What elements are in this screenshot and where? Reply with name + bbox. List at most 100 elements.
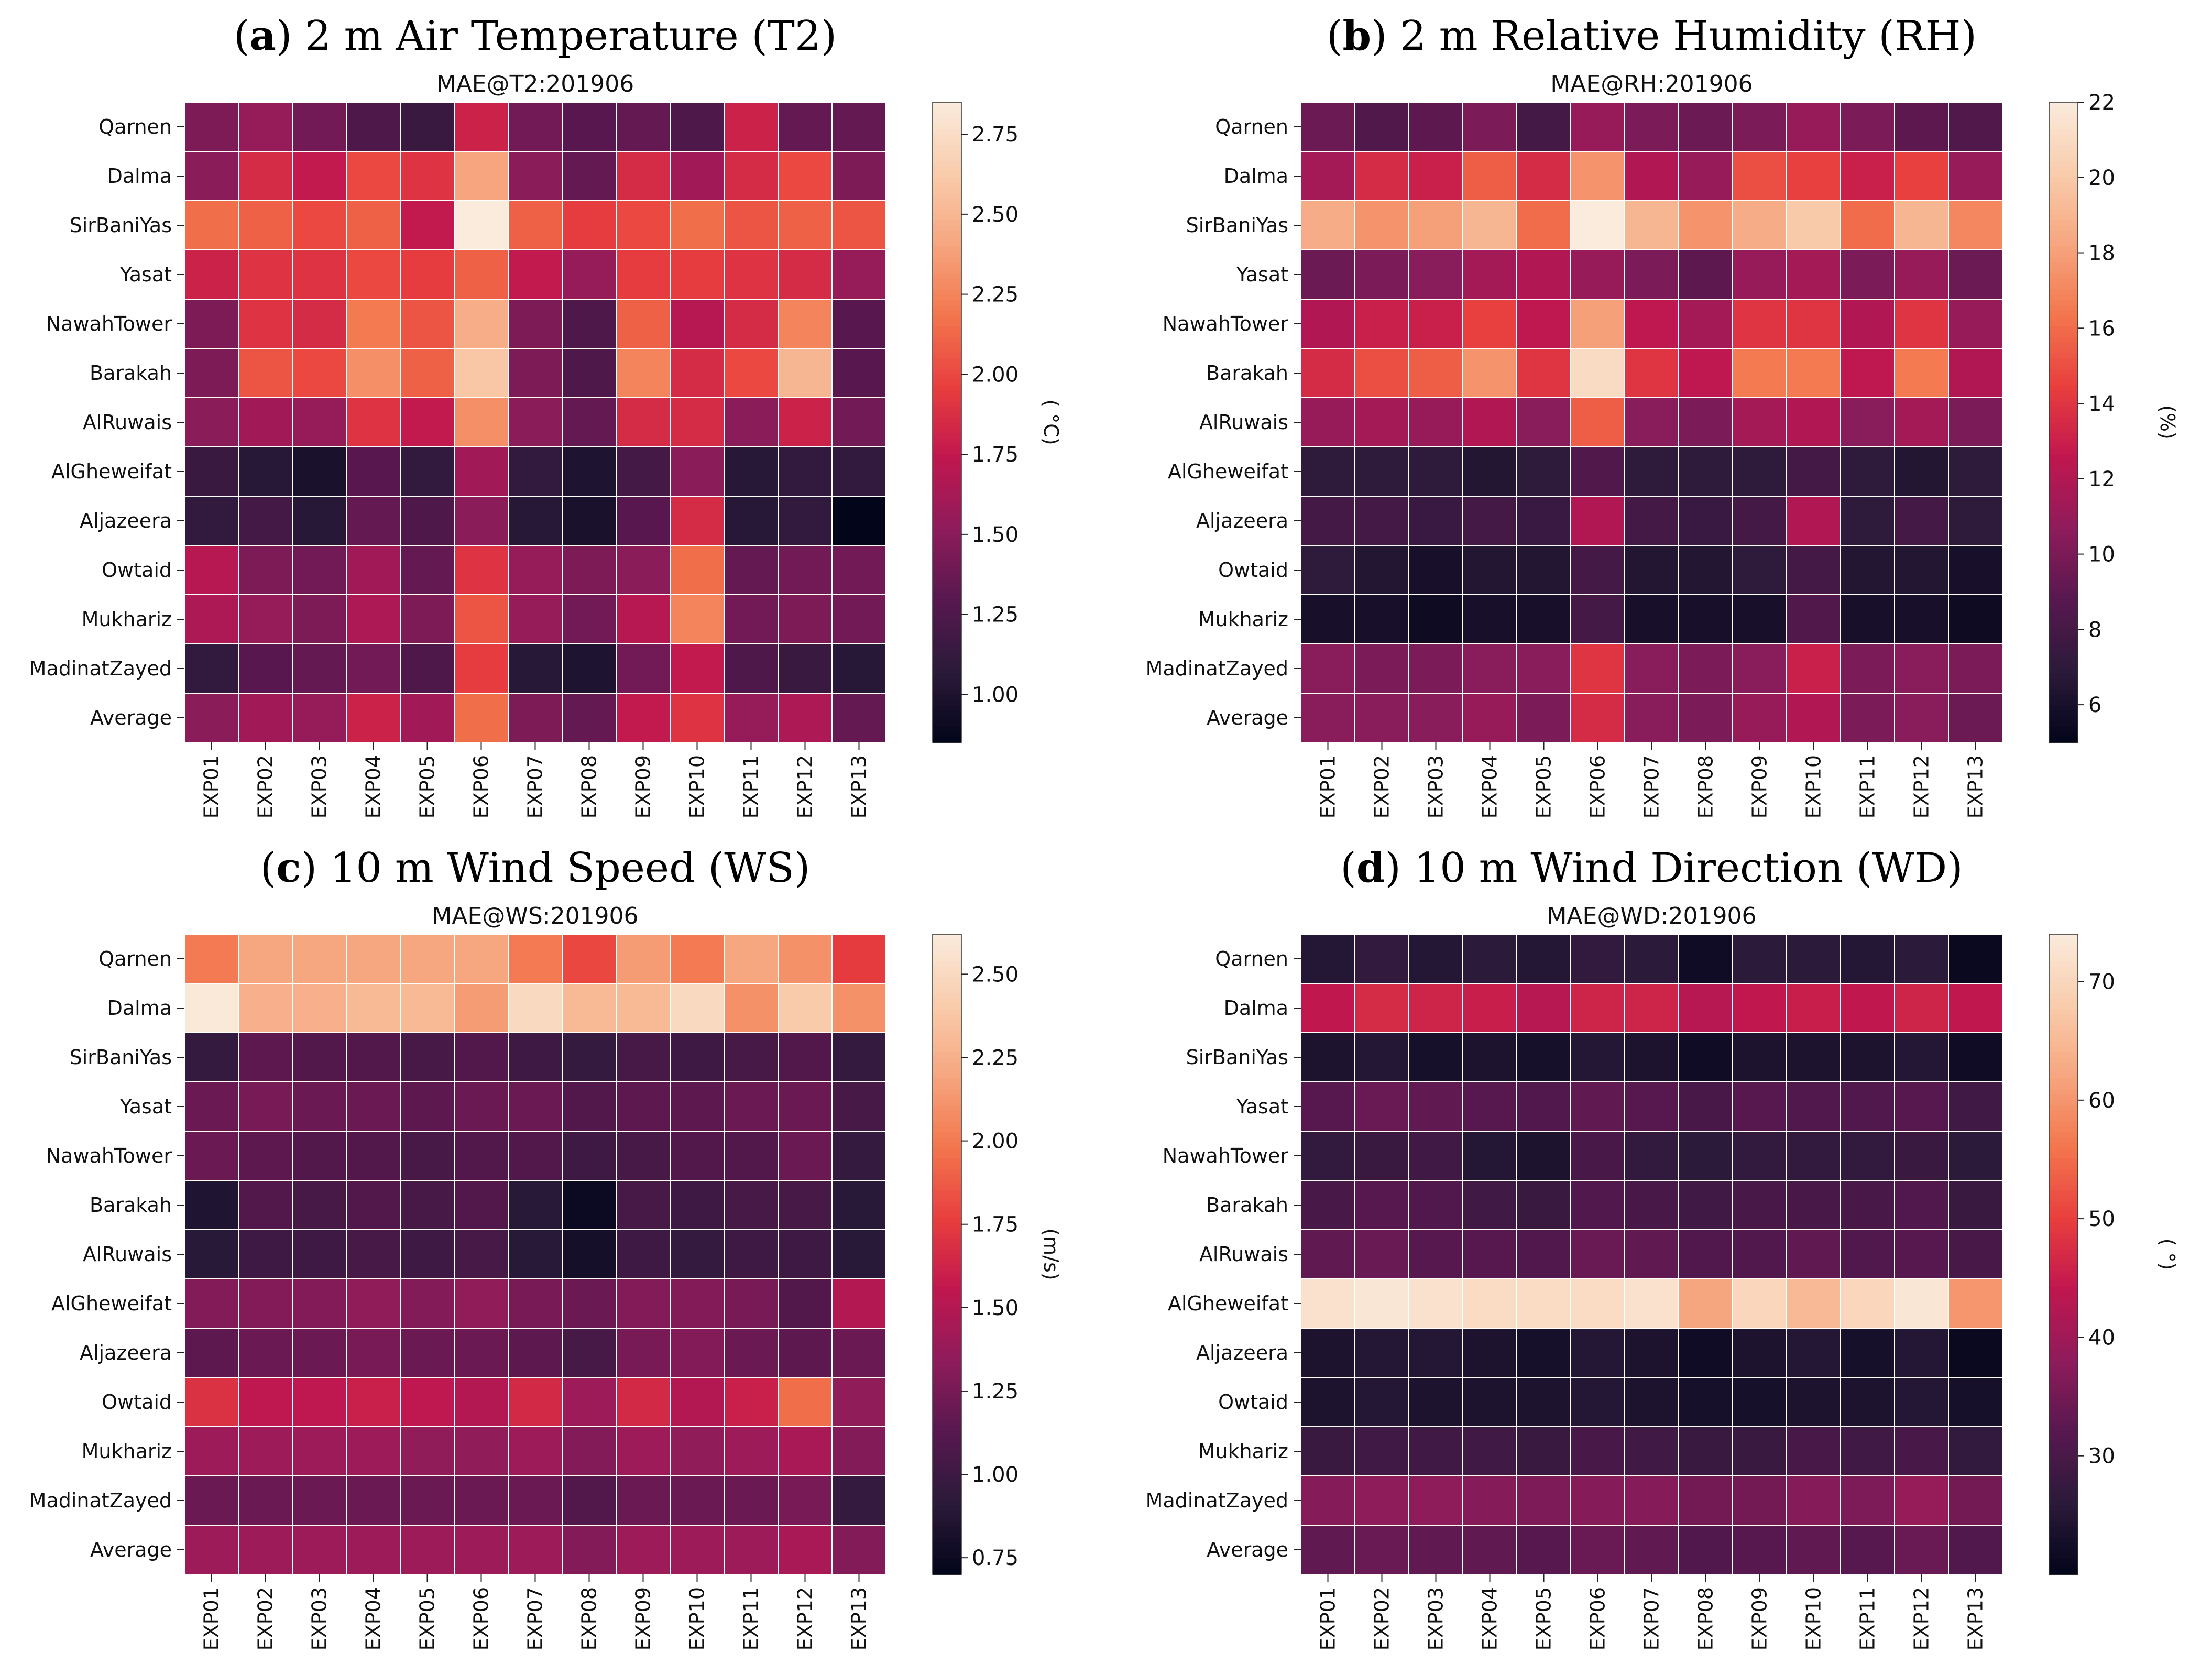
heatmap-cell	[1786, 1278, 1841, 1329]
panel-heading-text: ) 10 m Wind Speed (WS)	[301, 845, 811, 892]
colorbar-segment	[2049, 550, 2078, 556]
colorbar-segment	[933, 1228, 961, 1234]
heatmap-cell	[831, 1229, 886, 1279]
colorbar-segment	[2049, 278, 2078, 284]
colorbar-segment	[933, 225, 961, 231]
colorbar-segment	[2049, 1121, 2078, 1127]
column-label: EXP03	[1425, 1587, 1448, 1650]
heatmap-cell	[1300, 200, 1355, 250]
heatmap-cell	[724, 934, 779, 984]
heatmap-cell	[831, 1032, 886, 1082]
colorbar-segment	[2049, 310, 2078, 316]
column-label: EXP08	[1694, 755, 1717, 818]
heatmap-cell	[1948, 545, 2003, 595]
heatmap-cell	[724, 1180, 779, 1230]
colorbar-segment	[2049, 502, 2078, 508]
colorbar-segment	[2049, 540, 2078, 546]
heatmap-cell	[670, 397, 725, 447]
heatmap-cell	[1300, 1278, 1355, 1329]
colorbar-segment	[933, 1110, 961, 1116]
colorbar-segment	[933, 385, 961, 391]
colorbar-segment	[933, 182, 961, 188]
heatmap-cell	[1408, 1475, 1463, 1526]
heatmap-cell	[1570, 545, 1625, 595]
column-label: EXP03	[308, 755, 331, 818]
colorbar-segment	[2049, 982, 2078, 988]
heatmap-cell	[1570, 496, 1625, 546]
column-label: EXP10	[686, 755, 709, 818]
heatmap-cell	[562, 1081, 617, 1132]
colorbar-segment	[933, 1558, 961, 1564]
heatmap-cell	[1948, 249, 2003, 300]
heatmap-cell	[400, 151, 455, 201]
heatmap-cell	[1840, 1377, 1895, 1427]
column-label: EXP09	[632, 755, 655, 818]
row-label: Qarnen	[1215, 115, 1288, 138]
heatmap-cell	[400, 1032, 455, 1082]
colorbar-segment	[2049, 1339, 2078, 1346]
colorbar-segment	[933, 1019, 961, 1026]
colorbar-segment	[933, 1009, 961, 1015]
heatmap-cell	[670, 594, 725, 644]
heatmap-cell	[1732, 934, 1787, 984]
colorbar-segment	[933, 1366, 961, 1373]
heatmap-cell	[184, 594, 239, 644]
colorbar-segment	[2049, 203, 2078, 210]
colorbar-segment	[2049, 678, 2078, 684]
heatmap-cell	[454, 1032, 509, 1082]
colorbar-frame	[932, 934, 962, 1575]
colorbar-segment	[2049, 716, 2078, 722]
heatmap-cell	[1624, 496, 1679, 546]
heatmap-cell	[292, 1229, 347, 1279]
heatmap-cell	[1840, 151, 1895, 201]
colorbar-segment	[933, 1355, 961, 1362]
heatmap-cell	[724, 1426, 779, 1476]
heatmap-cell	[1516, 151, 1571, 201]
heatmap-cell	[724, 1377, 779, 1427]
colorbar-segment	[933, 240, 961, 247]
heatmap-cell	[238, 496, 293, 546]
colorbar-segment	[2049, 304, 2078, 311]
colorbar-tick-label: 2.75	[972, 123, 1019, 147]
heatmap-cell	[724, 1081, 779, 1132]
heatmap-cell	[1894, 397, 1949, 447]
colorbar-segment	[2049, 1334, 2078, 1340]
colorbar-segment	[933, 272, 961, 279]
heatmap-cell	[1408, 496, 1463, 546]
colorbar-segment	[2049, 337, 2078, 343]
heatmap-cell	[831, 1328, 886, 1378]
heatmap-cell	[616, 249, 671, 300]
colorbar-tick-label: 16	[2088, 316, 2115, 341]
heatmap-cell	[1408, 1032, 1463, 1082]
colorbar-segment	[2049, 523, 2078, 530]
colorbar-segment	[933, 118, 961, 124]
colorbar-segment	[2049, 1558, 2078, 1564]
colorbar-segment	[933, 1462, 961, 1469]
colorbar-segment	[2049, 1260, 2078, 1266]
colorbar-segment	[2049, 113, 2078, 119]
colorbar-tick-label: 1.75	[972, 1213, 1019, 1237]
heatmap-cell	[1840, 983, 1895, 1033]
colorbar-segment	[2049, 561, 2078, 567]
heatmap-cell	[1732, 249, 1787, 300]
heatmap-cell	[616, 1328, 671, 1378]
heatmap-cell	[1624, 1131, 1679, 1181]
colorbar-segment	[2049, 1067, 2078, 1074]
heatmap-cell	[1516, 496, 1571, 546]
colorbar-segment	[2049, 150, 2078, 156]
heatmap-cell	[562, 446, 617, 497]
row-label: NawahTower	[46, 1144, 172, 1167]
heatmap-cell	[1624, 1328, 1679, 1378]
heatmap-cell	[1300, 249, 1355, 300]
colorbar-segment	[2049, 486, 2078, 492]
heatmap-cell	[238, 1426, 293, 1476]
heatmap-cell	[1840, 102, 1895, 152]
heatmap-cell	[1786, 446, 1841, 497]
heatmap-cell	[1570, 1180, 1625, 1230]
heatmap-cell	[1624, 1426, 1679, 1476]
colorbar-segment	[933, 1334, 961, 1340]
heatmap-cell	[1678, 151, 1733, 201]
heatmap-cell	[346, 348, 401, 398]
heatmap-cell	[1786, 1426, 1841, 1476]
colorbar-frame	[932, 102, 962, 743]
